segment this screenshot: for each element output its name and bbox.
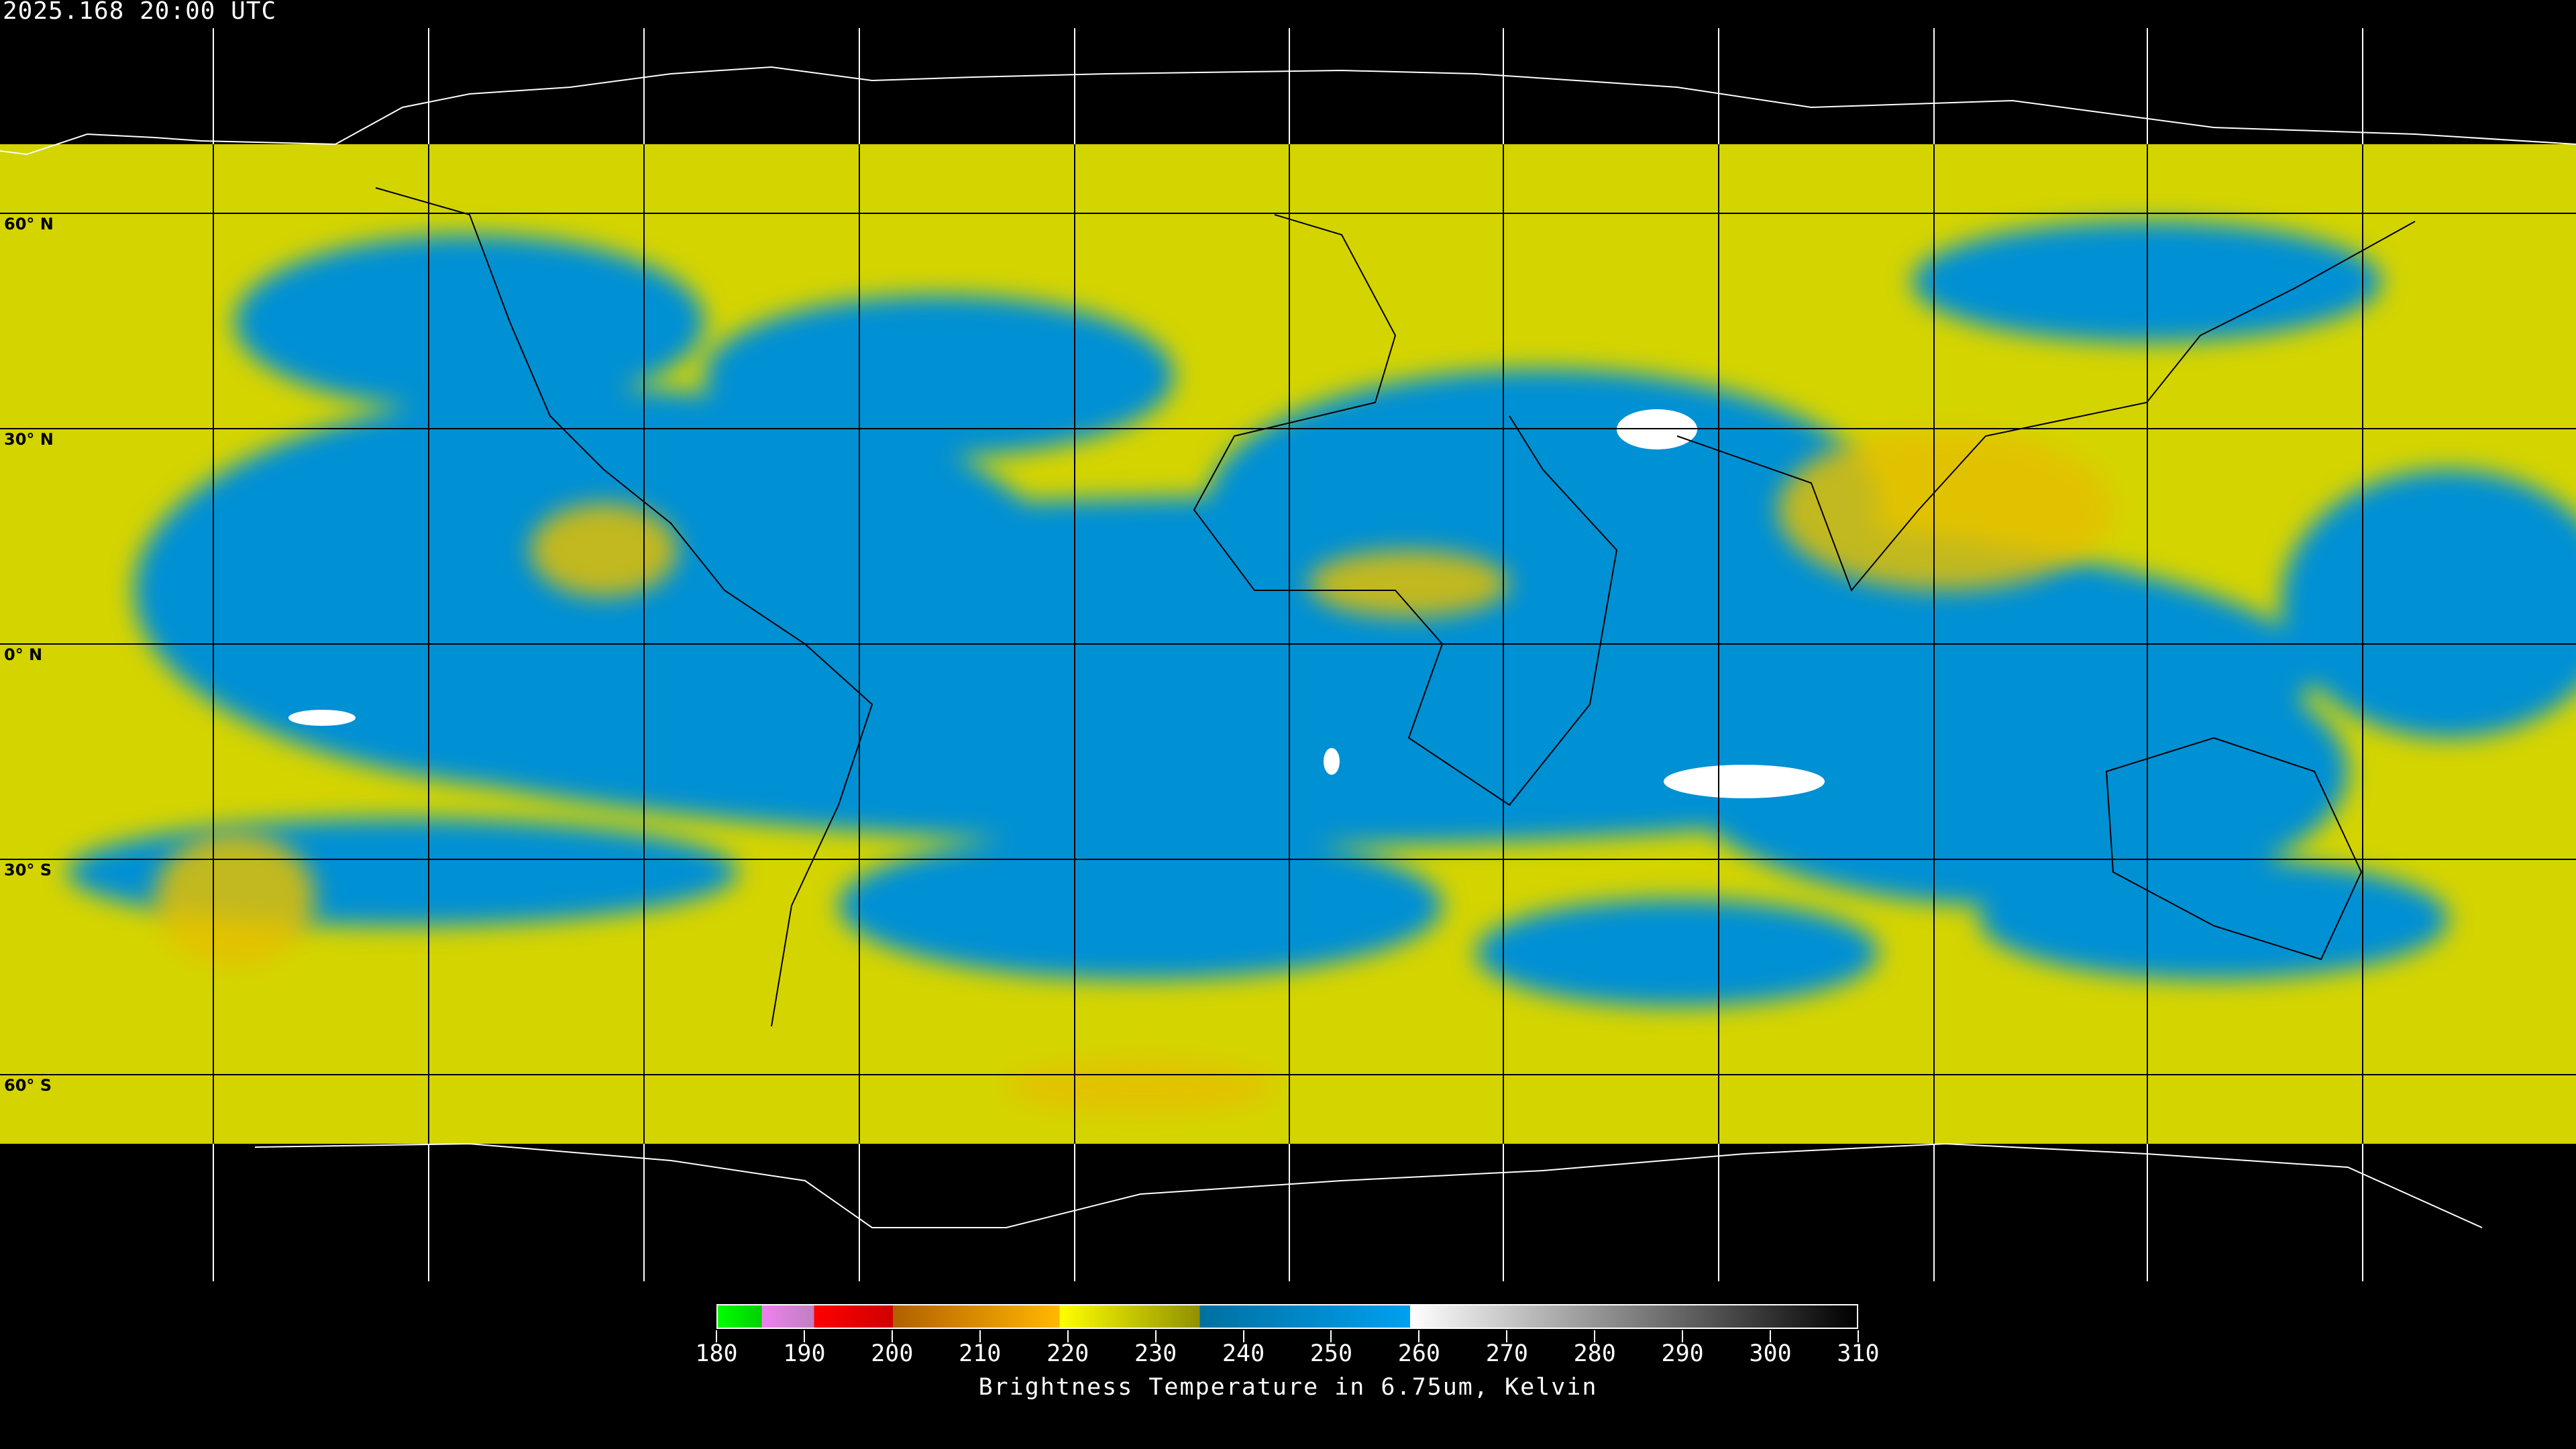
colorbar-tick bbox=[1067, 1330, 1069, 1342]
colorbar-tick-label: 270 bbox=[1485, 1340, 1528, 1367]
colorbar-tick bbox=[1155, 1330, 1157, 1342]
colorbar-tick bbox=[979, 1330, 981, 1342]
colorbar-tick bbox=[1858, 1330, 1859, 1342]
coastlines bbox=[0, 66, 2576, 1228]
latitude-label-60s: 60° S bbox=[4, 1076, 52, 1095]
colorbar-tick-label: 280 bbox=[1573, 1340, 1616, 1367]
colorbar-tick-label: 310 bbox=[1837, 1340, 1880, 1367]
colorbar-tick bbox=[716, 1330, 717, 1342]
imagery-layer bbox=[0, 144, 2576, 1144]
colorbar bbox=[716, 1304, 1858, 1329]
colorbar-tick bbox=[1594, 1330, 1596, 1342]
colorbar-tick bbox=[1682, 1330, 1684, 1342]
colorbar-tick-label: 200 bbox=[871, 1340, 914, 1367]
colorbar-tick-label: 300 bbox=[1749, 1340, 1792, 1367]
colorbar-tick-label: 260 bbox=[1397, 1340, 1440, 1367]
latitude-label-30n: 30° N bbox=[4, 430, 54, 449]
colorbar-tick-label: 230 bbox=[1134, 1340, 1177, 1367]
colorbar-tick-label: 220 bbox=[1046, 1340, 1089, 1367]
colorbar-title: Brightness Temperature in 6.75um, Kelvin bbox=[978, 1374, 1598, 1401]
timestamp-label: 2025.168 20:00 UTC bbox=[3, 0, 277, 25]
colorbar-tick-label: 240 bbox=[1222, 1340, 1265, 1367]
colorbar-tick-label: 180 bbox=[695, 1340, 738, 1367]
colorbar-tick-label: 190 bbox=[783, 1340, 826, 1367]
latitude-label-0n: 0° N bbox=[4, 645, 43, 664]
latitude-label-30s: 30° S bbox=[4, 861, 52, 879]
colorbar-tick bbox=[1242, 1330, 1244, 1342]
graticule bbox=[0, 28, 2576, 1281]
latitude-label-60n: 60° N bbox=[4, 215, 54, 233]
colorbar-tick bbox=[1418, 1330, 1420, 1342]
water-vapor-map bbox=[0, 28, 2576, 1281]
colorbar-tick-label: 290 bbox=[1661, 1340, 1704, 1367]
colorbar-tick bbox=[891, 1330, 893, 1342]
colorbar-tick bbox=[803, 1330, 805, 1342]
colorbar-tick bbox=[1770, 1330, 1772, 1342]
colorbar-tick bbox=[1506, 1330, 1508, 1342]
colorbar-tick-label: 250 bbox=[1309, 1340, 1353, 1367]
colorbar-tick bbox=[1330, 1330, 1332, 1342]
colorbar-tick-label: 210 bbox=[959, 1340, 1002, 1367]
